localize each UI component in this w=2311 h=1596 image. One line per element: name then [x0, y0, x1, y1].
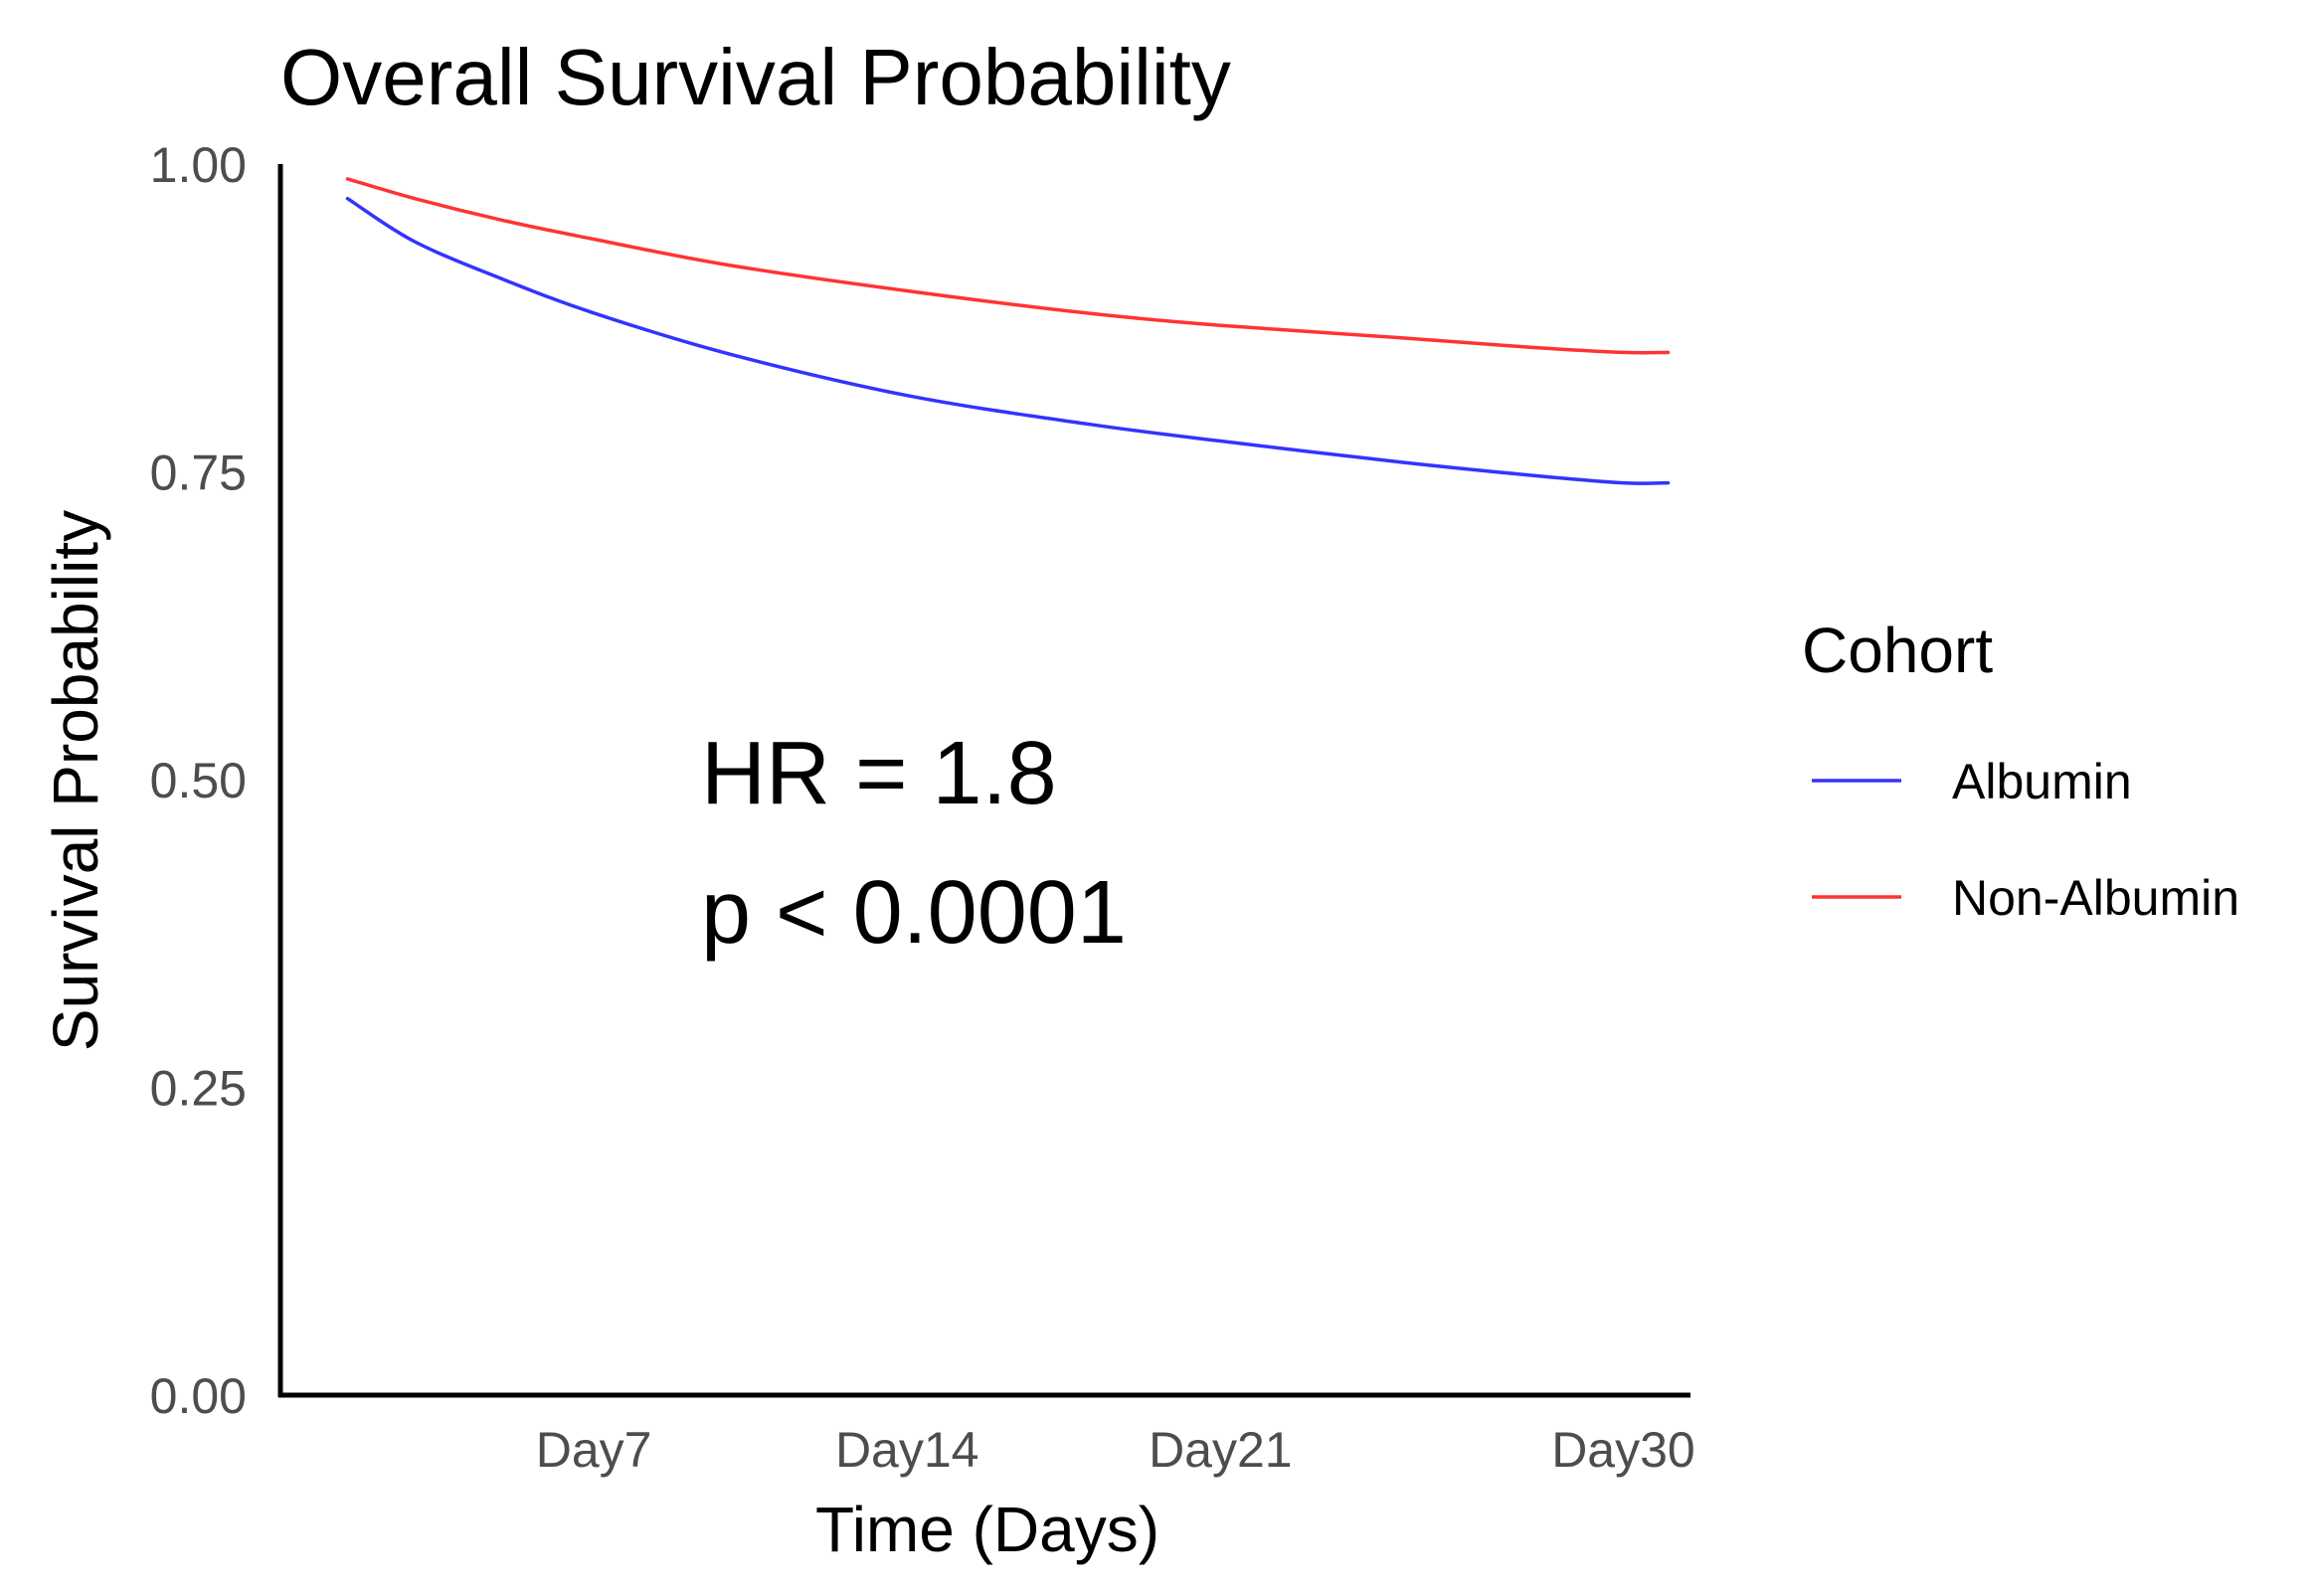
x-axis-title: Time (Days)	[815, 1494, 1159, 1565]
x-tick-label: Day21	[1149, 1422, 1293, 1478]
legend-label-albumin: Albumin	[1952, 754, 2132, 809]
y-tick-label: 1.00	[150, 137, 247, 193]
hazard-ratio-annotation: HR = 1.8	[701, 724, 1057, 823]
y-tick-label: 0.00	[150, 1368, 247, 1424]
y-tick-label: 0.75	[150, 445, 247, 501]
legend-label-non-albumin: Non-Albumin	[1952, 870, 2239, 926]
y-tick-label: 0.50	[150, 753, 247, 808]
x-axis-ticks: Day7 Day14 Day21 Day30	[536, 1422, 1695, 1478]
legend-items: Albumin Non-Albumin	[1812, 754, 2239, 926]
legend: Cohort Albumin Non-Albumin	[1802, 615, 2239, 926]
chart-title: Overall Survival Probability	[280, 33, 1231, 121]
y-tick-label: 0.25	[150, 1061, 247, 1117]
p-value-annotation: p < 0.0001	[701, 863, 1127, 963]
y-axis-ticks: 0.00 0.25 0.50 0.75 1.00	[150, 137, 247, 1424]
y-axis-title: Survival Probability	[40, 510, 111, 1051]
series-lines	[345, 177, 1671, 485]
x-tick-label: Day7	[536, 1422, 652, 1478]
series-line-non-albumin	[345, 177, 1671, 355]
series-line-albumin	[345, 196, 1671, 485]
legend-title: Cohort	[1802, 615, 1993, 686]
x-tick-label: Day14	[835, 1422, 979, 1478]
x-tick-label: Day30	[1551, 1422, 1695, 1478]
